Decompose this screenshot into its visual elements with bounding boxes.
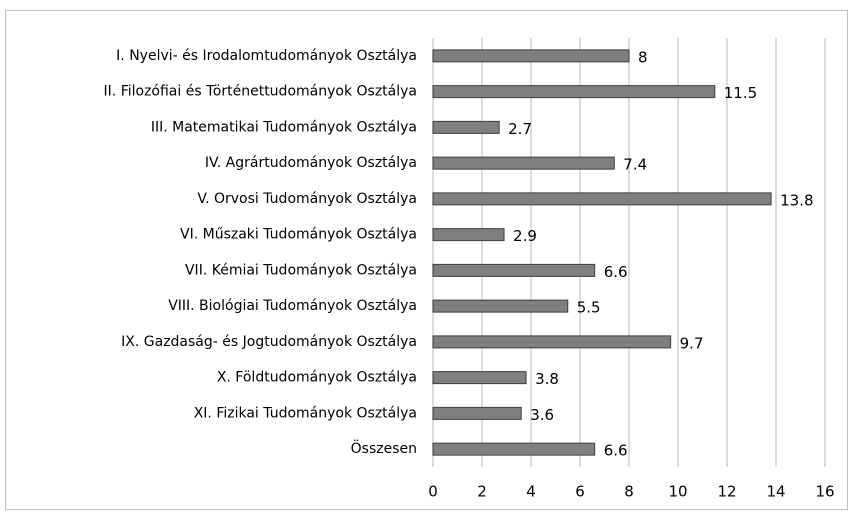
x-tick-label: 6 [575, 483, 585, 501]
bar [432, 120, 500, 134]
bar [432, 335, 672, 349]
y-tick-label: I. Nyelvi- és Irodalomtudományok Osztály… [116, 48, 417, 64]
y-tick-label: II. Filozófiai és Történettudományok Osz… [104, 84, 417, 100]
x-tick-label: 8 [624, 483, 634, 501]
bar [432, 192, 772, 206]
bar [432, 85, 716, 99]
bar [432, 49, 630, 63]
bar [432, 156, 615, 170]
data-label: 11.5 [724, 84, 757, 102]
data-label: 7.4 [623, 156, 647, 174]
x-tick-label: 16 [815, 483, 834, 501]
data-label: 8 [638, 48, 648, 66]
y-tick-label: V. Orvosi Tudományok Osztálya [197, 191, 417, 207]
bar [432, 371, 527, 385]
x-tick-label: 10 [668, 483, 687, 501]
bar [432, 442, 596, 456]
data-label: 6.6 [604, 442, 628, 460]
y-tick-label: IV. Agrártudományok Osztálya [205, 155, 417, 171]
x-tick-label: 12 [717, 483, 736, 501]
data-label: 2.7 [508, 120, 532, 138]
y-tick-label: III. Matematikai Tudományok Osztálya [151, 119, 417, 135]
y-tick-label: VIII. Biológiai Tudományok Osztálya [168, 298, 417, 314]
data-label: 5.5 [577, 299, 601, 317]
data-label: 6.6 [604, 263, 628, 281]
x-tick-label: 2 [477, 483, 487, 501]
y-tick-label: IX. Gazdaság- és Jogtudományok Osztálya [121, 334, 417, 350]
bar [432, 263, 596, 277]
y-tick-label: VI. Műszaki Tudományok Osztálya [180, 227, 417, 243]
bar [432, 406, 522, 420]
data-label: 13.8 [780, 191, 813, 209]
data-label: 2.9 [513, 227, 537, 245]
data-label: 3.8 [535, 370, 559, 388]
bar [432, 228, 505, 242]
y-tick-label: XI. Fizikai Tudományok Osztálya [194, 405, 417, 421]
x-tick-label: 0 [428, 483, 438, 501]
data-label: 9.7 [680, 334, 704, 352]
y-tick-label: Összesen [351, 439, 417, 457]
bar [432, 299, 569, 313]
x-tick-label: 4 [526, 483, 536, 501]
y-tick-label: VII. Kémiai Tudományok Osztálya [185, 262, 417, 278]
x-tick-label: 14 [766, 483, 785, 501]
data-label: 3.6 [530, 406, 554, 424]
y-tick-label: X. Földtudományok Osztálya [217, 370, 417, 386]
